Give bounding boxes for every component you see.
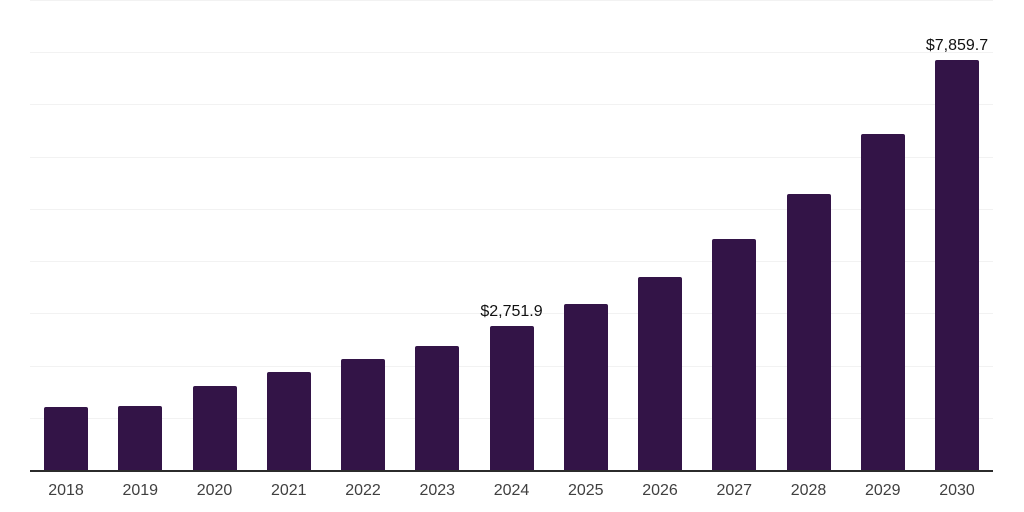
x-tick-2020: 2020 [196,482,233,499]
x-tick-2024: 2024 [493,482,530,499]
bar-2018 [44,406,88,470]
bar-2029 [860,134,905,470]
bar-2023 [415,345,460,470]
bar-2020 [192,385,237,470]
data-label-2030: $7,859.7 [925,36,989,54]
x-tick-2028: 2028 [790,482,827,499]
x-tick-2027: 2027 [716,482,753,499]
bar-2025 [563,303,608,470]
bar-2021 [266,371,311,470]
x-tick-2026: 2026 [642,482,678,499]
gridline [30,104,993,106]
gridline [30,313,993,315]
x-tick-2019: 2019 [122,482,159,499]
gridline [30,52,993,54]
gridline [30,0,993,1]
x-axis: 2018 2019 2020 2021 2022 2023 2024 2025 2026 2027… [44,482,979,500]
x-tick-2029: 2029 [864,482,901,499]
x-tick-2021: 2021 [270,482,307,499]
bar-2024: $2,751.9 [480,303,543,470]
gridline [30,208,993,210]
data-label-2024: $2,751.9 [480,303,543,321]
bar-2026 [638,276,682,470]
x-tick-2018: 2018 [48,482,84,499]
bar-2028 [786,193,831,470]
x-tick-2023: 2023 [419,482,456,499]
bars-row: $2,751.9 $7,859.7 [44,0,988,470]
gridline [30,156,993,158]
x-tick-2030: 2030 [939,482,975,499]
bar-2019 [118,406,163,470]
bar-2030: $7,859.7 [926,37,988,470]
plot-area: $2,751.9 $7,859.7 [30,0,993,472]
bar-2022 [341,359,385,470]
x-tick-2022: 2022 [345,482,381,499]
gridline [30,261,993,263]
bar-2027 [712,239,757,470]
x-tick-2025: 2025 [567,482,604,499]
